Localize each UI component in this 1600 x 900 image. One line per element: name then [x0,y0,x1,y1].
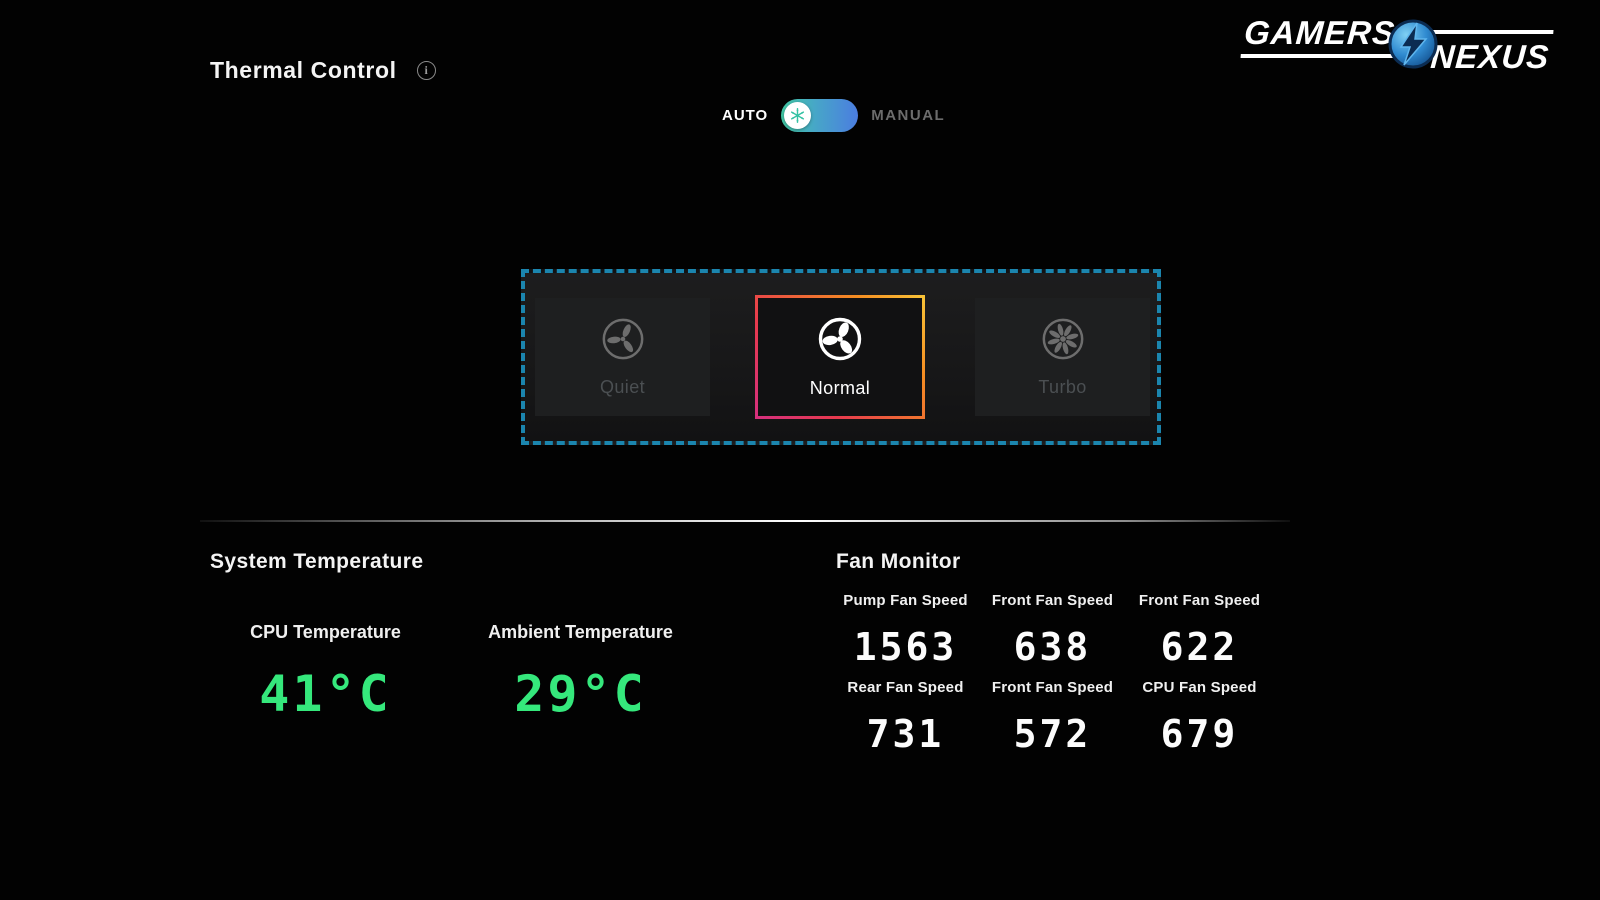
page-title: Thermal Control [210,57,397,83]
mode-label-quiet: Quiet [599,377,646,397]
mode-card-turbo[interactable]: Turbo [975,298,1150,416]
fan-cell-front-2: Front Fan Speed 622 [1126,592,1273,669]
mode-card-quiet[interactable]: Quiet [535,298,710,416]
snowflake-icon [791,108,805,123]
cpu-temperature-cell: CPU Temperature 41°C [198,622,453,723]
ambient-temperature-value: 29°C [514,665,647,723]
logo-text-gamers: GAMERS [1240,14,1403,58]
fan-label: Pump Fan Speed [843,592,968,609]
gamersnexus-emblem-icon [1388,19,1438,68]
fan-mode-toggle-row: AUTO MANUAL [722,99,945,132]
fan-value: 1563 [853,625,958,669]
fan-label: Front Fan Speed [1138,592,1261,609]
fan-value: 679 [1160,712,1239,756]
auto-manual-toggle[interactable] [781,99,859,132]
fan-label: CPU Fan Speed [1142,679,1257,696]
logo-text-nexus: NEXUS [1423,30,1554,75]
mode-label-turbo: Turbo [1038,377,1087,397]
turbo-fan-icon [1042,318,1083,360]
fan-label: Rear Fan Speed [847,679,964,696]
fan-value: 731 [866,712,945,756]
normal-fan-icon [818,317,862,361]
toggle-manual-label: MANUAL [871,107,946,124]
fan-value: 572 [1013,712,1092,756]
toggle-knob[interactable] [784,102,812,129]
fan-label: Front Fan Speed [991,679,1114,696]
fan-cell-cpu: CPU Fan Speed 679 [1126,679,1273,756]
cpu-temperature-label: CPU Temperature [250,622,401,642]
fan-value: 638 [1013,625,1092,669]
ambient-temperature-label: Ambient Temperature [488,622,673,642]
fan-cell-rear: Rear Fan Speed 731 [832,679,979,756]
quiet-fan-icon [602,318,643,360]
system-temperature-title: System Temperature [210,550,424,573]
gamersnexus-logo: GAMERS NEXUS [1240,14,1554,75]
fan-mode-panel: Quiet Normal [521,269,1161,445]
fan-cell-front-1: Front Fan Speed 638 [979,592,1126,669]
system-temperature-grid: CPU Temperature 41°C Ambient Temperature… [198,622,708,723]
fan-value: 622 [1160,625,1239,669]
info-icon[interactable]: i [416,61,436,80]
mode-label-normal: Normal [809,378,871,398]
fan-monitor-grid: Pump Fan Speed 1563 Front Fan Speed 638 … [832,592,1273,756]
mode-card-normal[interactable]: Normal [755,295,925,419]
ambient-temperature-cell: Ambient Temperature 29°C [453,622,708,723]
fan-cell-front-3: Front Fan Speed 572 [979,679,1126,756]
fan-label: Front Fan Speed [991,592,1114,609]
header: Thermal Control i [210,57,436,84]
section-divider [200,520,1290,522]
fan-monitor-title: Fan Monitor [836,550,961,573]
toggle-auto-label: AUTO [722,107,769,124]
fan-cell-pump: Pump Fan Speed 1563 [832,592,979,669]
cpu-temperature-value: 41°C [259,665,392,723]
